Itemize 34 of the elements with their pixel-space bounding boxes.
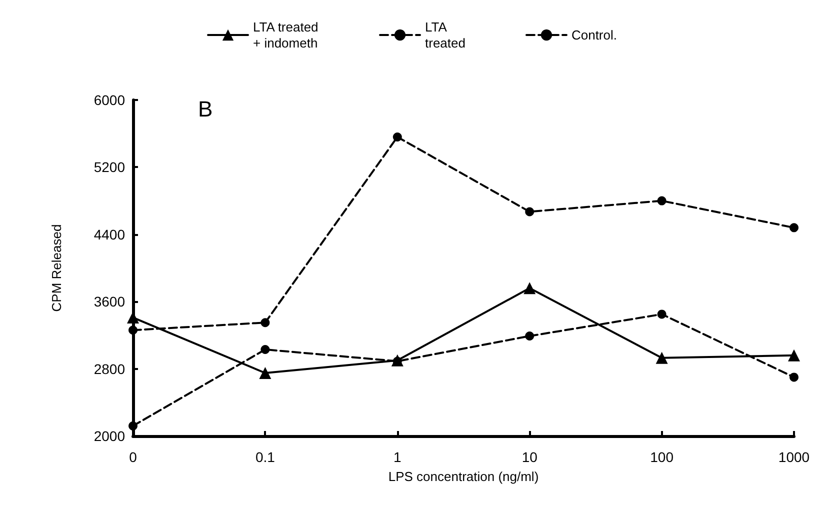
point xyxy=(392,132,402,142)
legend-label: LTA treated xyxy=(425,20,466,50)
point xyxy=(790,372,798,382)
point xyxy=(656,352,668,364)
x-tick-label: 100 xyxy=(650,449,674,465)
point xyxy=(657,196,666,206)
x-tick-label: 1000 xyxy=(778,449,810,465)
point xyxy=(260,344,270,354)
y-axis-title: CPM Released xyxy=(49,224,64,312)
point xyxy=(128,421,138,430)
point xyxy=(260,318,270,328)
point xyxy=(788,349,800,362)
point xyxy=(259,367,272,379)
point xyxy=(525,207,534,216)
x-tick-label: 1 xyxy=(394,449,402,465)
legend-label: LTA treated + indometh xyxy=(253,20,318,50)
point xyxy=(525,332,534,341)
x-axis-title: LPS concentration (ng/ml) xyxy=(388,469,539,484)
y-tick-label: 3600 xyxy=(94,294,126,310)
annotation: B xyxy=(198,96,213,122)
x-tick-label: 0 xyxy=(129,449,138,465)
y-tick-label: 2000 xyxy=(94,428,126,444)
y-tick-label: 6000 xyxy=(94,92,126,108)
y-tick-label: 4400 xyxy=(94,226,126,242)
point xyxy=(524,282,536,294)
legend-label: Control. xyxy=(571,28,618,42)
y-tick-label: 2800 xyxy=(94,360,126,377)
y-tick-label: 5200 xyxy=(94,159,126,176)
point xyxy=(790,223,798,232)
point xyxy=(128,326,138,335)
point xyxy=(657,310,666,319)
x-tick-label: 0.1 xyxy=(255,449,276,465)
point xyxy=(391,354,404,366)
x-tick-label: 10 xyxy=(522,449,538,465)
